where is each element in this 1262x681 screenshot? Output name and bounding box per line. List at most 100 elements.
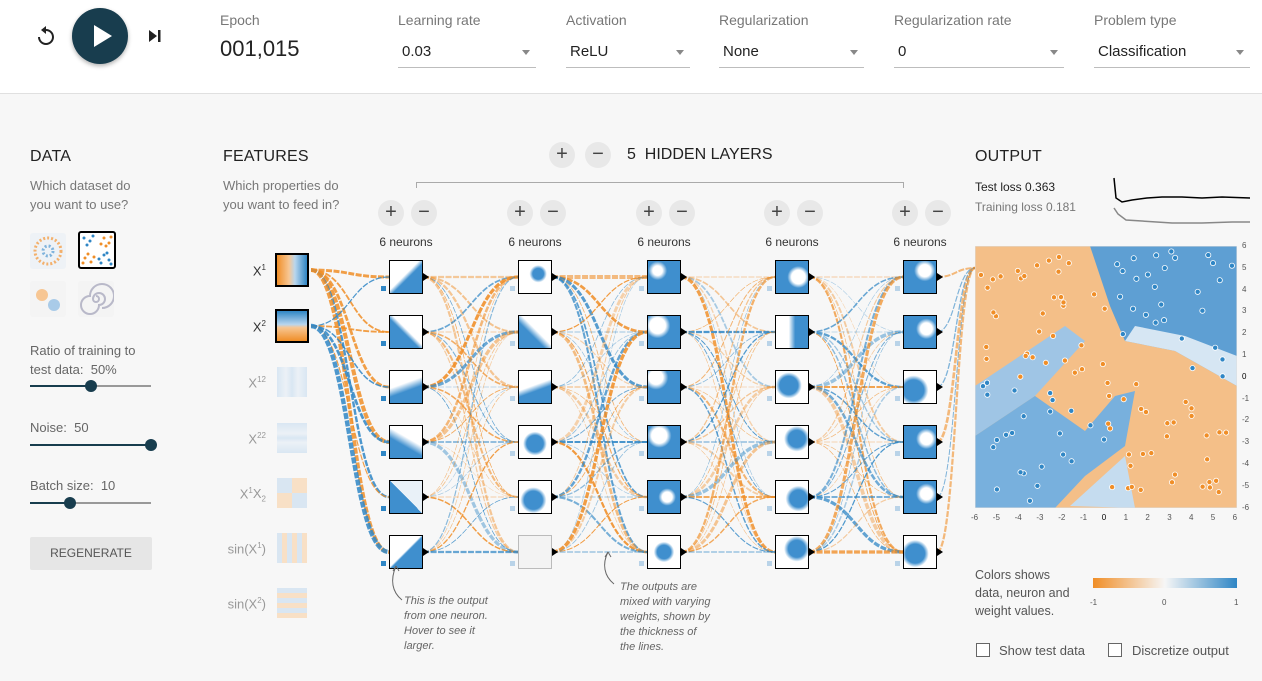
remove-neuron-button[interactable]: −: [540, 200, 566, 226]
neuron[interactable]: [775, 260, 809, 294]
neuron[interactable]: [389, 425, 423, 459]
bias-marker[interactable]: [510, 396, 515, 401]
neuron[interactable]: [903, 370, 937, 404]
remove-neuron-button[interactable]: −: [925, 200, 951, 226]
neuron[interactable]: [775, 425, 809, 459]
bias-marker[interactable]: [895, 561, 900, 566]
show-test-data-checkbox[interactable]: [976, 643, 990, 657]
bias-marker[interactable]: [767, 286, 772, 291]
neuron[interactable]: [647, 260, 681, 294]
feature-5-toggle[interactable]: [277, 478, 307, 508]
problem-type-select[interactable]: Classification: [1094, 36, 1250, 68]
bias-marker[interactable]: [381, 561, 386, 566]
neuron[interactable]: [775, 315, 809, 349]
noise-slider-knob[interactable]: [145, 439, 157, 451]
bias-marker[interactable]: [767, 451, 772, 456]
add-layer-button[interactable]: +: [549, 142, 575, 168]
feature-1-toggle[interactable]: [275, 253, 309, 287]
bias-marker[interactable]: [895, 286, 900, 291]
dataset-circle[interactable]: [30, 233, 66, 269]
step-button[interactable]: [143, 24, 167, 48]
remove-neuron-button[interactable]: −: [797, 200, 823, 226]
neuron[interactable]: [389, 315, 423, 349]
bias-marker[interactable]: [510, 286, 515, 291]
bias-marker[interactable]: [895, 506, 900, 511]
discretize-output-label: Discretize output: [1132, 643, 1229, 658]
neuron[interactable]: [518, 315, 552, 349]
neuron[interactable]: [389, 535, 423, 569]
dataset-gaussian[interactable]: [30, 281, 66, 317]
bias-marker[interactable]: [510, 341, 515, 346]
neuron[interactable]: [518, 480, 552, 514]
neuron[interactable]: [903, 425, 937, 459]
add-neuron-button[interactable]: +: [507, 200, 533, 226]
add-neuron-button[interactable]: +: [892, 200, 918, 226]
neuron[interactable]: [903, 315, 937, 349]
bias-marker[interactable]: [381, 396, 386, 401]
remove-layer-button[interactable]: −: [585, 142, 611, 168]
neuron[interactable]: [518, 370, 552, 404]
neuron[interactable]: [775, 480, 809, 514]
neuron[interactable]: [518, 260, 552, 294]
bias-marker[interactable]: [767, 341, 772, 346]
regularization-rate-select[interactable]: 0: [894, 36, 1064, 68]
bias-marker[interactable]: [639, 561, 644, 566]
regenerate-button[interactable]: REGENERATE: [30, 537, 152, 570]
bias-marker[interactable]: [639, 451, 644, 456]
batch-slider-knob[interactable]: [63, 497, 76, 509]
bias-marker[interactable]: [767, 396, 772, 401]
neuron[interactable]: [647, 315, 681, 349]
batch-slider[interactable]: [30, 502, 151, 504]
bias-marker[interactable]: [381, 451, 386, 456]
bias-marker[interactable]: [639, 286, 644, 291]
bias-marker[interactable]: [381, 341, 386, 346]
learning-rate-select[interactable]: 0.03: [398, 36, 536, 68]
neuron[interactable]: [389, 370, 423, 404]
bias-marker[interactable]: [639, 506, 644, 511]
dataset-xor[interactable]: [78, 231, 116, 269]
play-button[interactable]: [72, 8, 128, 64]
bias-marker[interactable]: [767, 561, 772, 566]
reset-button[interactable]: [34, 24, 58, 48]
neuron[interactable]: [389, 260, 423, 294]
neuron[interactable]: [775, 370, 809, 404]
data-point: [1119, 268, 1126, 275]
feature-3-toggle[interactable]: [277, 367, 307, 397]
neuron[interactable]: [775, 535, 809, 569]
neuron[interactable]: [647, 370, 681, 404]
neuron[interactable]: [518, 425, 552, 459]
bias-marker[interactable]: [639, 341, 644, 346]
neuron[interactable]: [647, 535, 681, 569]
feature-6-toggle[interactable]: [277, 533, 307, 563]
discretize-output-checkbox[interactable]: [1108, 643, 1122, 657]
feature-4-toggle[interactable]: [277, 423, 307, 453]
remove-neuron-button[interactable]: −: [669, 200, 695, 226]
bias-marker[interactable]: [895, 341, 900, 346]
bias-marker[interactable]: [510, 451, 515, 456]
neuron[interactable]: [647, 480, 681, 514]
activation-select[interactable]: ReLU: [566, 36, 690, 68]
add-neuron-button[interactable]: +: [764, 200, 790, 226]
feature-2-toggle[interactable]: [275, 309, 309, 343]
neuron[interactable]: [903, 260, 937, 294]
neuron[interactable]: [647, 425, 681, 459]
remove-neuron-button[interactable]: −: [411, 200, 437, 226]
bias-marker[interactable]: [895, 396, 900, 401]
bias-marker[interactable]: [381, 286, 386, 291]
bias-marker[interactable]: [767, 506, 772, 511]
bias-marker[interactable]: [510, 561, 515, 566]
neuron[interactable]: [518, 535, 552, 569]
dataset-spiral[interactable]: [78, 281, 114, 317]
neuron[interactable]: [903, 480, 937, 514]
bias-marker[interactable]: [639, 396, 644, 401]
bias-marker[interactable]: [510, 506, 515, 511]
add-neuron-button[interactable]: +: [378, 200, 404, 226]
neuron[interactable]: [903, 535, 937, 569]
bias-marker[interactable]: [381, 506, 386, 511]
add-neuron-button[interactable]: +: [636, 200, 662, 226]
regularization-select[interactable]: None: [719, 36, 864, 68]
feature-7-toggle[interactable]: [277, 588, 307, 618]
ratio-slider-knob[interactable]: [84, 380, 97, 392]
neuron[interactable]: [389, 480, 423, 514]
bias-marker[interactable]: [895, 451, 900, 456]
